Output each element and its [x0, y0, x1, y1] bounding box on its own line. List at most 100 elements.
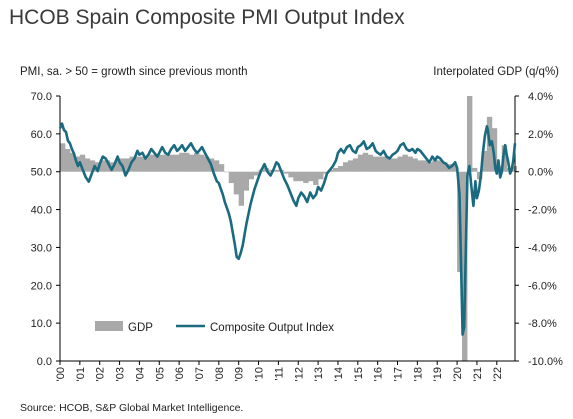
gdp-bar — [402, 154, 408, 172]
gdp-bar — [94, 162, 101, 172]
gdp-bar — [238, 171, 245, 206]
gdp-bar — [189, 154, 195, 172]
legend-pmi-label: Composite Output Index — [210, 322, 334, 334]
composite-output-index-series — [58, 122, 517, 336]
gdp-bar — [273, 169, 279, 172]
gdp-bar — [149, 154, 155, 172]
x-tick-label: '03 — [115, 367, 127, 381]
gdp-bar — [64, 149, 71, 172]
gdp-bar — [198, 154, 205, 172]
gdp-bar — [367, 154, 374, 172]
gdp-bar — [194, 152, 200, 172]
gdp-bar — [154, 154, 160, 172]
left-tick-label: 60.0 — [31, 129, 52, 141]
gdp-bar — [511, 166, 518, 172]
gdp-bar — [337, 166, 344, 172]
x-tick-label: '08 — [214, 367, 226, 381]
gdp-bar — [253, 171, 259, 176]
gdp-bar — [362, 152, 369, 172]
gdp-bar — [218, 164, 225, 172]
x-tick-label: '10 — [254, 367, 266, 381]
x-tick-label: '02 — [95, 367, 107, 381]
gdp-bar — [104, 160, 111, 172]
right-tick-label: -10.0% — [528, 356, 563, 368]
gdp-bar — [84, 158, 91, 172]
gdp-bar — [243, 171, 250, 191]
gdp-bar — [89, 160, 96, 172]
gdp-bar — [323, 171, 329, 174]
gdp-bar — [213, 160, 220, 172]
x-tick-label: '22 — [492, 367, 504, 381]
gdp-bar — [422, 160, 428, 172]
gdp-bar — [481, 150, 488, 172]
gdp-bar — [437, 160, 443, 172]
legend-gdp-swatch — [95, 321, 123, 331]
gdp-bar — [332, 167, 339, 172]
x-tick-label: '19 — [432, 367, 444, 381]
right-axis-caption: Interpolated GDP (q/q%) — [433, 66, 559, 78]
gdp-bar — [442, 162, 448, 172]
gdp-bar — [203, 156, 210, 172]
legend-gdp-label: GDP — [128, 322, 153, 334]
gdp-bar — [174, 154, 180, 172]
gdp-bar — [124, 158, 130, 172]
gdp-bar — [144, 156, 150, 172]
gdp-bar — [318, 171, 324, 180]
x-tick-label: '20 — [452, 367, 464, 381]
gdp-bar — [139, 156, 145, 172]
gdp-bar — [99, 160, 106, 172]
left-tick-label: 30.0 — [31, 242, 52, 254]
gdp-bar — [407, 156, 413, 172]
right-tick-label: -4.0% — [528, 242, 557, 254]
gdp-bar — [129, 156, 135, 172]
chart-axes: 0.0 10.0 20.0 30.0 40.0 50.0 60.0 70.0 -10.0% -8.… — [31, 91, 563, 381]
x-tick-label: '06 — [174, 367, 186, 381]
gdp-bar — [313, 171, 319, 185]
gdp-bar — [228, 171, 235, 184]
left-tick-label: 20.0 — [31, 280, 52, 292]
gdp-bar — [114, 160, 120, 172]
x-tick-label: '07 — [194, 367, 206, 381]
gdp-bar — [69, 152, 76, 172]
gdp-bar — [179, 152, 185, 172]
gdp-bar — [60, 143, 66, 172]
gdp-bar — [452, 164, 458, 172]
x-tick-label: '14 — [333, 367, 345, 381]
right-tick-label: -8.0% — [528, 318, 557, 330]
pmi-line-path — [58, 122, 517, 336]
right-tick-label: 4.0% — [528, 91, 553, 103]
chart-legend: GDP Composite Output Index — [95, 321, 334, 334]
x-tick-label: '11 — [273, 367, 285, 381]
gdp-bar — [357, 154, 364, 172]
gdp-bar — [467, 96, 473, 172]
x-tick-label: '13 — [313, 367, 325, 381]
source-note: Source: HCOB, S&P Global Market Intellig… — [20, 402, 244, 414]
gdp-bar — [471, 167, 478, 172]
gdp-bar — [427, 162, 433, 172]
gdp-bar — [79, 154, 86, 172]
gdp-bar — [372, 156, 379, 172]
gdp-bar — [184, 152, 190, 172]
gdp-bar — [169, 154, 175, 172]
gdp-bar — [377, 156, 384, 172]
left-axis-caption: PMI, sa. > 50 = growth since previous mo… — [20, 66, 248, 78]
gdp-bar — [223, 171, 230, 173]
gdp-bar — [268, 169, 274, 172]
x-tick-label: '00 — [55, 367, 67, 381]
gdp-bar — [382, 156, 388, 172]
x-tick-label: '09 — [234, 367, 246, 381]
gdp-bar — [233, 171, 240, 195]
gdp-bar — [134, 156, 140, 172]
x-tick-label: '15 — [353, 367, 365, 381]
x-tick-label: '12 — [293, 367, 305, 381]
gdp-bar — [397, 156, 403, 172]
gdp-bar — [308, 171, 314, 182]
x-tick-label: '04 — [134, 367, 146, 381]
gdp-bar — [387, 158, 393, 172]
gdp-bar — [248, 171, 254, 180]
gdp-bar — [432, 160, 438, 172]
left-tick-label: 0.0 — [37, 356, 52, 368]
gdp-bar — [417, 160, 423, 172]
x-tick-label: '01 — [75, 367, 87, 381]
